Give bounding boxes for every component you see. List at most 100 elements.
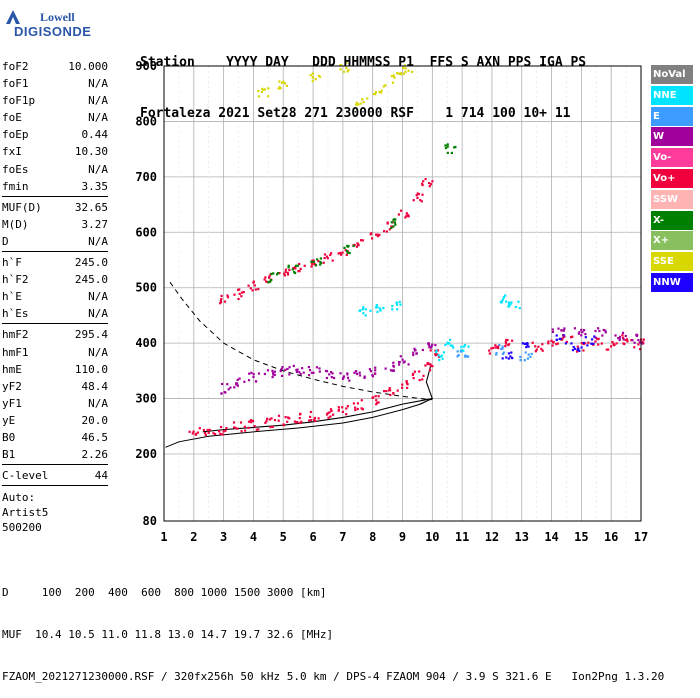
echo-point xyxy=(340,64,343,67)
echo-point xyxy=(505,300,508,303)
param-key: h`E xyxy=(2,290,22,304)
echo-point xyxy=(312,260,315,263)
echo-point xyxy=(253,425,256,428)
echo-point xyxy=(637,343,640,346)
echo-point xyxy=(624,334,627,338)
echo-point xyxy=(307,366,310,369)
echo-point xyxy=(361,98,364,101)
echo-point xyxy=(555,334,558,337)
echo-point xyxy=(329,253,332,257)
y-tick-label: 400 xyxy=(135,336,157,350)
echo-point xyxy=(376,401,379,404)
echo-point xyxy=(318,367,321,370)
echo-point xyxy=(253,284,256,287)
echo-point xyxy=(346,251,349,254)
echo-point xyxy=(254,380,258,383)
echo-point xyxy=(260,90,263,94)
echo-point xyxy=(361,408,364,411)
echo-point xyxy=(517,300,520,303)
profile-curve-dashed xyxy=(169,281,433,401)
echo-point xyxy=(249,419,253,422)
echo-point xyxy=(310,371,313,374)
echo-point xyxy=(221,433,224,436)
echo-point xyxy=(267,87,270,90)
echo-point xyxy=(401,383,404,386)
echo-point xyxy=(376,310,379,313)
echo-point xyxy=(444,343,447,347)
echo-point xyxy=(438,359,441,362)
param-row-fmin: fmin 3.35 xyxy=(2,178,108,195)
echo-point xyxy=(325,413,329,416)
y-tick-label: 80 xyxy=(143,514,157,528)
echo-point xyxy=(519,359,522,362)
echo-point xyxy=(604,329,607,332)
plot-frame xyxy=(163,65,642,522)
echo-point xyxy=(405,382,409,385)
echo-point xyxy=(240,295,243,298)
echo-point xyxy=(379,309,382,312)
echo-point xyxy=(233,293,236,296)
echo-point xyxy=(618,335,622,338)
echo-point xyxy=(221,382,224,386)
echo-point xyxy=(254,288,257,291)
echo-point xyxy=(578,349,581,352)
echo-point xyxy=(236,378,239,381)
echo-point xyxy=(309,74,312,77)
echo-point xyxy=(352,244,355,247)
echo-point xyxy=(402,72,406,75)
echo-point xyxy=(283,272,286,275)
echo-point xyxy=(219,432,222,435)
echo-point xyxy=(319,257,322,260)
echo-point xyxy=(280,368,283,371)
echo-point xyxy=(238,292,241,295)
echo-point xyxy=(557,327,560,330)
echo-point xyxy=(449,338,452,341)
echo-point xyxy=(452,346,455,349)
echo-point xyxy=(232,421,236,424)
echo-point xyxy=(270,272,273,275)
echo-point xyxy=(298,262,301,266)
param-key: foEp xyxy=(2,128,29,142)
y-tick-label: 900 xyxy=(135,59,157,73)
echo-point xyxy=(220,294,223,297)
echo-point xyxy=(298,417,301,420)
echo-point xyxy=(375,399,378,402)
param-row-fof1p: foF1p N/A xyxy=(2,92,108,109)
echo-point xyxy=(312,259,315,262)
echo-point xyxy=(202,428,205,432)
echo-point xyxy=(362,306,365,309)
echo-point xyxy=(441,357,444,360)
param-value: N/A xyxy=(88,94,108,108)
echo-point xyxy=(313,262,316,266)
param-key: B0 xyxy=(2,430,16,444)
echo-point xyxy=(386,222,389,225)
echo-point xyxy=(398,300,401,304)
echo-point xyxy=(263,372,266,376)
echo-point xyxy=(286,420,289,423)
echo-point xyxy=(581,331,584,334)
param-value: N/A xyxy=(88,77,108,91)
echo-point xyxy=(383,230,386,233)
echo-point xyxy=(389,393,392,397)
echo-point xyxy=(391,304,394,308)
echo-point xyxy=(283,274,286,277)
x-tick-label: 13 xyxy=(515,530,529,544)
echo-point xyxy=(281,366,284,369)
legend-item-x: X+ xyxy=(651,231,693,251)
echo-point xyxy=(356,372,359,376)
param-row-hf2: h`F2 245.0 xyxy=(2,271,108,288)
echo-point xyxy=(537,345,540,348)
echo-point xyxy=(287,416,290,419)
echo-point xyxy=(394,223,397,226)
echo-point xyxy=(605,348,608,351)
echo-point xyxy=(286,271,289,274)
echo-point xyxy=(226,296,230,299)
echo-point xyxy=(391,369,394,372)
echo-point xyxy=(428,182,431,185)
echo-point xyxy=(573,327,576,330)
echo-point xyxy=(456,350,459,353)
echo-point xyxy=(424,364,427,367)
echo-point xyxy=(501,347,504,350)
echo-point xyxy=(277,414,281,417)
echo-point xyxy=(374,366,377,369)
